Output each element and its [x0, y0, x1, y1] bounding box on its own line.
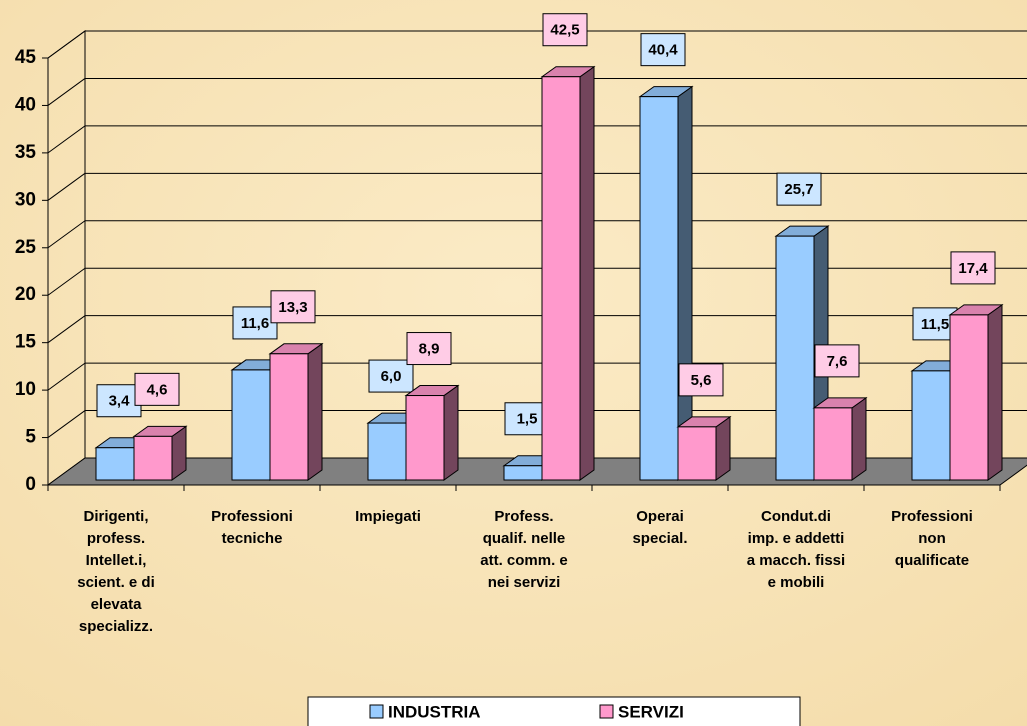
data-label: 11,5 [921, 316, 949, 333]
label-box [270, 290, 316, 324]
y-tick-label: 25 [15, 237, 37, 258]
data-label: 17,4 [958, 260, 988, 277]
label-box [134, 372, 180, 406]
x-tick-label: scient. e di [77, 574, 155, 591]
bar [231, 369, 271, 481]
data-label: 13,3 [278, 299, 307, 316]
x-tick-label: qualif. nelle [483, 530, 566, 547]
x-tick-label: elevata [91, 596, 143, 613]
grid-line [47, 78, 86, 106]
x-tick-label: Professioni [891, 508, 973, 525]
grid-line [47, 315, 86, 344]
bar [911, 370, 951, 481]
grid-line [47, 267, 86, 296]
x-tick-label: a macch. fissi [747, 552, 845, 569]
y-tick-label: 20 [15, 284, 36, 305]
label-box [950, 251, 996, 285]
data-label: 42,5 [550, 22, 579, 39]
legend-label: SERVIZI [618, 702, 684, 721]
data-label: 11,6 [241, 315, 269, 332]
bar-side [579, 65, 595, 481]
x-tick-label: special. [632, 530, 687, 547]
x-tick-label: tecniche [222, 530, 283, 547]
y-tick-label: 45 [15, 47, 37, 68]
bar [813, 407, 853, 481]
grid-line [47, 362, 86, 391]
y-tick-label: 10 [15, 379, 36, 400]
x-tick-label: non [918, 530, 946, 547]
data-label: 6,0 [381, 368, 402, 385]
data-label: 4,6 [147, 381, 168, 398]
x-tick-label: Professioni [211, 508, 293, 525]
label-box [678, 363, 724, 397]
y-tick-label: 40 [15, 94, 36, 115]
bar [367, 422, 407, 481]
bar-side [715, 415, 731, 481]
bar-side [443, 384, 459, 481]
label-box [776, 172, 822, 206]
grid-line [47, 220, 86, 249]
x-tick-label: specializz. [79, 618, 153, 635]
bar [133, 435, 173, 481]
data-label: 8,9 [419, 341, 440, 358]
x-tick-label: att. comm. e [480, 552, 568, 569]
bar [639, 96, 679, 481]
grid-line [47, 172, 86, 201]
x-tick-label: qualificate [895, 552, 969, 569]
y-tick-label: 35 [15, 142, 37, 163]
bar-side [987, 303, 1003, 481]
y-tick-label: 0 [25, 474, 36, 495]
data-label: 5,6 [691, 372, 712, 389]
legend-label: INDUSTRIA [388, 702, 481, 721]
x-tick-label: Profess. [494, 508, 553, 525]
legend-swatch [599, 704, 614, 719]
label-box [232, 306, 278, 340]
x-tick-label: Intellet.i, [86, 552, 147, 569]
x-tick-label: e mobili [768, 574, 825, 591]
y-tick-label: 30 [15, 189, 36, 210]
legend [307, 696, 801, 726]
x-tick-label: Impiegati [355, 508, 421, 525]
x-tick-label: profess. [87, 530, 145, 547]
bar-side [307, 342, 323, 481]
x-tick-label: Dirigenti, [83, 508, 148, 525]
label-box [406, 332, 452, 366]
bar [503, 465, 543, 481]
data-label: 40,4 [648, 42, 678, 59]
x-tick-label: Condut.di [761, 508, 831, 525]
bar [405, 395, 445, 481]
x-tick-label: Operai [636, 508, 684, 525]
label-box [640, 33, 686, 67]
grid-line [47, 410, 86, 438]
y-tick-label: 5 [25, 427, 36, 448]
bar [541, 76, 581, 481]
x-tick-label: nei servizi [488, 574, 561, 591]
bar [949, 314, 989, 481]
data-label: 7,6 [827, 353, 848, 370]
x-tick-label: imp. e addetti [748, 530, 845, 547]
bar [775, 235, 815, 481]
legend-swatch [369, 704, 384, 719]
label-box [368, 359, 414, 393]
y-tick-label: 15 [15, 332, 37, 353]
data-label: 3,4 [109, 393, 131, 410]
data-label: 25,7 [784, 181, 813, 198]
bar [269, 353, 309, 481]
grid-line [47, 30, 86, 59]
bar [95, 447, 135, 481]
label-box [814, 344, 860, 378]
data-label: 1,5 [517, 411, 538, 428]
grid-line [47, 125, 86, 154]
label-box [542, 13, 588, 47]
bar [677, 426, 717, 481]
bar-side [851, 396, 867, 481]
label-box [96, 384, 142, 418]
